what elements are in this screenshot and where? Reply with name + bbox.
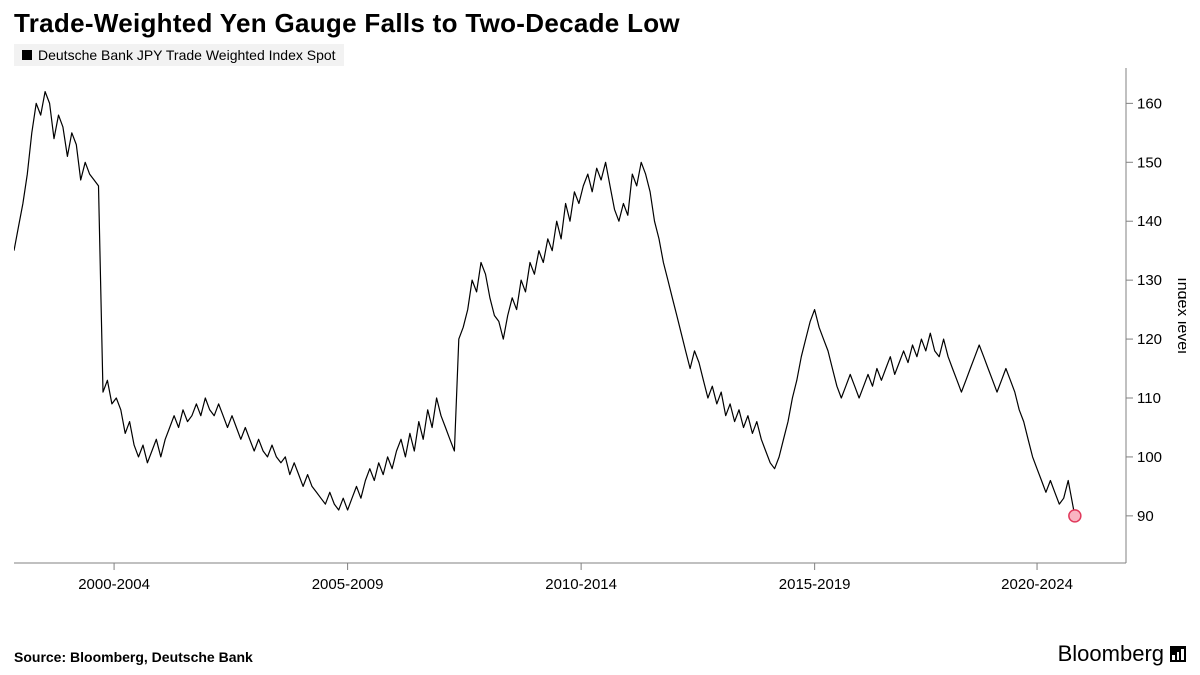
- brand-icon: [1170, 646, 1186, 662]
- svg-text:100: 100: [1137, 449, 1162, 466]
- svg-text:90: 90: [1137, 508, 1154, 525]
- svg-text:120: 120: [1137, 331, 1162, 348]
- svg-text:Index level: Index level: [1174, 277, 1186, 354]
- legend: Deutsche Bank JPY Trade Weighted Index S…: [14, 44, 344, 66]
- chart-title: Trade-Weighted Yen Gauge Falls to Two-De…: [14, 8, 680, 39]
- svg-text:140: 140: [1137, 213, 1162, 230]
- svg-text:130: 130: [1137, 272, 1162, 289]
- svg-text:110: 110: [1137, 390, 1161, 407]
- line-chart-svg: 90 100 110 120 130 140 150 160 Index level 2000-2…: [14, 68, 1186, 603]
- svg-text:2020-2024: 2020-2024: [1001, 576, 1073, 593]
- brand-logo: Bloomberg: [1058, 641, 1186, 667]
- svg-text:150: 150: [1137, 154, 1162, 171]
- brand-text: Bloomberg: [1058, 641, 1164, 667]
- legend-swatch: [22, 50, 32, 60]
- chart-area: 90 100 110 120 130 140 150 160 Index level 2000-2…: [14, 68, 1186, 603]
- svg-text:2015-2019: 2015-2019: [779, 576, 851, 593]
- svg-text:160: 160: [1137, 95, 1162, 112]
- svg-text:2010-2014: 2010-2014: [545, 576, 617, 593]
- svg-text:2000-2004: 2000-2004: [78, 576, 150, 593]
- legend-label: Deutsche Bank JPY Trade Weighted Index S…: [38, 47, 336, 63]
- source-line: Source: Bloomberg, Deutsche Bank: [14, 649, 253, 665]
- svg-text:2005-2009: 2005-2009: [312, 576, 384, 593]
